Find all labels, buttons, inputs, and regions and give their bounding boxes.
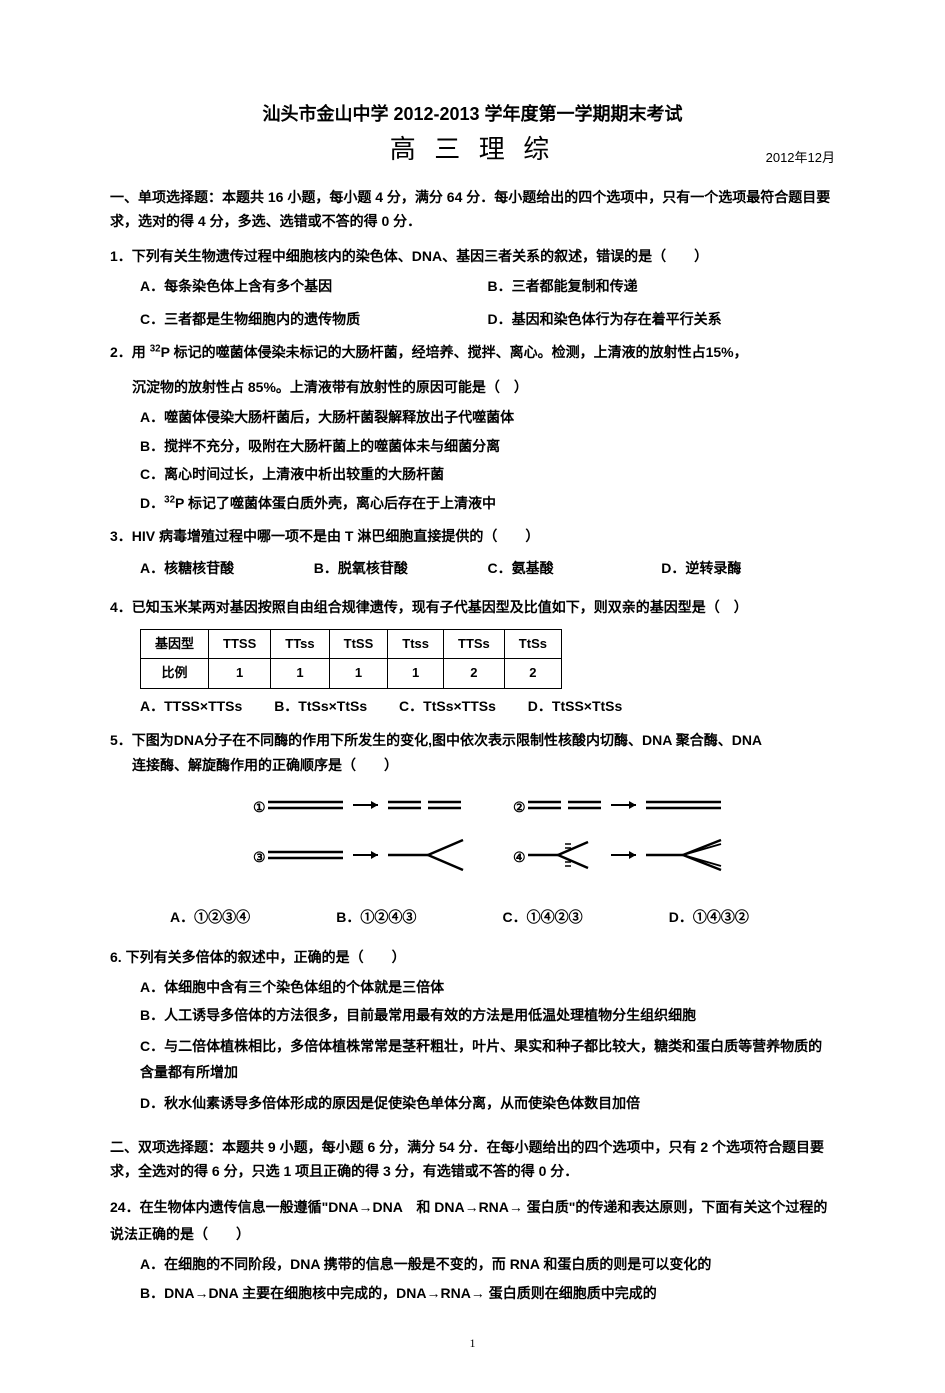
subtitle-row: 高 三 理 综 2012年12月 [110, 129, 835, 171]
q3-options: A．核糖核苷酸 B．脱氧核苷酸 C．氨基酸 D．逆转录酶 [110, 557, 835, 585]
q24-text: 24．在生物体内遗传信息一般遵循"DNA→DNA 和 DNA→RNA→ 蛋白质"… [110, 1194, 835, 1247]
q2-sup: 32 [150, 343, 161, 354]
q4-table: 基因型 TTSS TTss TtSS Ttss TTSs TtSs 比例 1 1… [140, 629, 562, 690]
q3-text: 3．HIV 病毒增殖过程中哪一项不是由 T 淋巴细胞直接提供的（ ） [110, 524, 835, 549]
q4-options: A．TTSS×TTSs B．TtSs×TtSs C．TtSs×TTSs D．Tt… [110, 695, 835, 717]
q4-r5: 2 [444, 659, 505, 689]
q4-h2: TTss [271, 629, 329, 659]
q6-opt-a: A．体细胞中含有三个染色体组的个体就是三倍体 [140, 976, 835, 998]
q4-h1: TTSS [209, 629, 271, 659]
q1-opt-b: B．三者都能复制和传递 [488, 275, 836, 297]
q6-text: 6. 下列有关多倍体的叙述中，正确的是（ ） [110, 945, 835, 970]
q4-text: 4．已知玉米某两对基因按照自由组合规律遗传，现有子代基因型及比值如下，则双亲的基… [110, 595, 835, 620]
q5-options: A．①②③④ B．①②④③ C．①④②③ D．①④③② [110, 906, 835, 934]
q2-opt-b: B．搅拌不充分，吸附在大肠杆菌上的噬菌体未与细菌分离 [140, 435, 835, 457]
q1-row1: A．每条染色体上含有多个基因 B．三者都能复制和传递 [110, 275, 835, 297]
q4-opt-c: C．TtSs×TTSs [399, 698, 496, 714]
q2-d-sup: 32 [164, 494, 175, 505]
q2-opt-a: A．噬菌体侵染大肠杆菌后，大肠杆菌裂解释放出子代噬菌体 [140, 406, 835, 428]
svg-text:②: ② [513, 801, 526, 816]
q5-opt-d: D．①④③② [669, 906, 835, 928]
q1-opt-c: C．三者都是生物细胞内的遗传物质 [140, 308, 488, 330]
q24-options: A．在细胞的不同阶段，DNA 携带的信息一般是不变的，而 RNA 和蛋白质的则是… [110, 1253, 835, 1304]
q5-text: 5．下图为DNA分子在不同酶的作用下所发生的变化,图中依次表示限制性核酸内切酶、… [110, 728, 835, 753]
q4-h3: TtSS [329, 629, 388, 659]
q6-opt-d: D．秋水仙素诱导多倍体形成的原因是促使染色单体分离，从而使染色体数目加倍 [140, 1092, 835, 1114]
q4-opt-b: B．TtSs×TtSs [274, 698, 367, 714]
q6-options: A．体细胞中含有三个染色体组的个体就是三倍体 B．人工诱导多倍体的方法很多，目前… [110, 976, 835, 1114]
q6-opt-b: B．人工诱导多倍体的方法很多，目前最常用最有效的方法是用低温处理植物分生组织细胞 [140, 1004, 835, 1026]
q4-opt-a: A．TTSS×TTSs [140, 698, 242, 714]
svg-text:③: ③ [253, 851, 266, 866]
q24-opt-b: B．DNA→DNA 主要在细胞核中完成的，DNA→RNA→ 蛋白质则在细胞质中完… [140, 1282, 835, 1304]
q2-d-post: P 标记了噬菌体蛋白质外壳，离心后存在于上清液中 [175, 495, 496, 511]
q5-opt-a: A．①②③④ [170, 906, 336, 928]
section1-header: 一、单项选择题：本题共 16 小题，每小题 4 分，满分 64 分．每小题给出的… [110, 186, 835, 234]
q2-opt-c: C．离心时间过长，上清液中析出较重的大肠杆菌 [140, 463, 835, 485]
q2-d-pre: D． [140, 495, 164, 511]
q4-opt-d: D．TtSS×TtSs [528, 698, 623, 714]
table-row: 比例 1 1 1 1 2 2 [141, 659, 562, 689]
q2-pre: 2．用 [110, 344, 150, 360]
table-row: 基因型 TTSS TTss TtSS Ttss TTSs TtSs [141, 629, 562, 659]
q2-mid: P 标记的噬菌体侵染未标记的大肠杆菌，经培养、搅拌、离心。检测，上清液的放射性占… [161, 344, 748, 360]
q3-opt-c: C．氨基酸 [488, 557, 662, 579]
q4-h5: TTSs [444, 629, 505, 659]
svg-text:④: ④ [513, 851, 526, 866]
q2-text: 2．用 32P 标记的噬菌体侵染未标记的大肠杆菌，经培养、搅拌、离心。检测，上清… [110, 340, 835, 365]
q1-text: 1．下列有关生物遗传过程中细胞核内的染色体、DNA、基因三者关系的叙述，错误的是… [110, 244, 835, 269]
q4-h0: 基因型 [141, 629, 209, 659]
q5-opt-b: B．①②④③ [336, 906, 502, 928]
q24-opt-a: A．在细胞的不同阶段，DNA 携带的信息一般是不变的，而 RNA 和蛋白质的则是… [140, 1253, 835, 1275]
exam-title: 汕头市金山中学 2012-2013 学年度第一学期期末考试 [110, 100, 835, 129]
q4-h6: TtSs [504, 629, 561, 659]
q5-diagram: ① ② ③ ④ [110, 788, 835, 896]
q1-opt-d: D．基因和染色体行为存在着平行关系 [488, 308, 836, 330]
q4-r2: 1 [271, 659, 329, 689]
q2-text2: 沉淀物的放射性占 85%。上清液带有放射性的原因可能是（ ） [110, 375, 835, 400]
q3-opt-a: A．核糖核苷酸 [140, 557, 314, 579]
q4-h4: Ttss [388, 629, 444, 659]
q5-opt-c: C．①④②③ [503, 906, 669, 928]
exam-date: 2012年12月 [766, 148, 835, 169]
svg-text:①: ① [253, 801, 266, 816]
q4-r3: 1 [329, 659, 388, 689]
q3-opt-b: B．脱氧核苷酸 [314, 557, 488, 579]
q2-options: A．噬菌体侵染大肠杆菌后，大肠杆菌裂解释放出子代噬菌体 B．搅拌不充分，吸附在大… [110, 406, 835, 514]
q2-opt-d: D．32P 标记了噬菌体蛋白质外壳，离心后存在于上清液中 [140, 492, 835, 514]
section2-header: 二、双项选择题：本题共 9 小题，每小题 6 分，满分 54 分．在每小题给出的… [110, 1136, 835, 1184]
q4-r4: 1 [388, 659, 444, 689]
q4-r6: 2 [504, 659, 561, 689]
q6-opt-c: C．与二倍体植株相比，多倍体植株常常是茎秆粗壮，叶片、果实和种子都比较大，糖类和… [140, 1033, 835, 1086]
q1-row2: C．三者都是生物细胞内的遗传物质 D．基因和染色体行为存在着平行关系 [110, 308, 835, 330]
exam-subtitle: 高 三 理 综 [390, 135, 556, 164]
q3-opt-d: D．逆转录酶 [661, 557, 835, 579]
q4-r1: 1 [209, 659, 271, 689]
q1-opt-a: A．每条染色体上含有多个基因 [140, 275, 488, 297]
q5-text2: 连接酶、解旋酶作用的正确顺序是（ ） [110, 753, 835, 778]
q4-r0: 比例 [141, 659, 209, 689]
